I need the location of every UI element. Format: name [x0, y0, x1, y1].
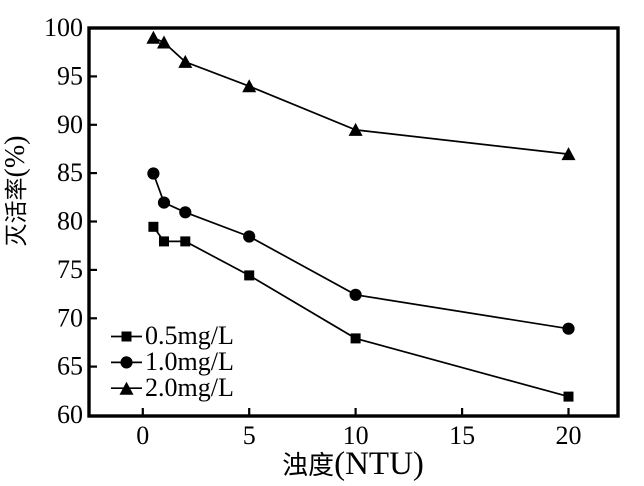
svg-text:80: 80 [57, 207, 83, 236]
svg-text:浊度(NTU): 浊度(NTU) [282, 446, 424, 482]
svg-text:15: 15 [449, 421, 475, 450]
svg-text:0.5mg/L: 0.5mg/L [145, 321, 234, 350]
svg-text:20: 20 [556, 421, 582, 450]
svg-text:95: 95 [57, 61, 83, 90]
svg-text:75: 75 [57, 255, 83, 284]
svg-text:65: 65 [57, 352, 83, 381]
svg-text:100: 100 [44, 13, 83, 42]
svg-text:85: 85 [57, 158, 83, 187]
svg-text:90: 90 [57, 110, 83, 139]
svg-text:60: 60 [57, 400, 83, 429]
svg-text:0: 0 [136, 421, 149, 450]
svg-text:70: 70 [57, 303, 83, 332]
svg-text:2.0mg/L: 2.0mg/L [145, 373, 234, 402]
svg-text:1.0mg/L: 1.0mg/L [145, 347, 234, 376]
svg-text:灭活率(%): 灭活率(%) [0, 136, 31, 247]
svg-text:5: 5 [243, 421, 256, 450]
